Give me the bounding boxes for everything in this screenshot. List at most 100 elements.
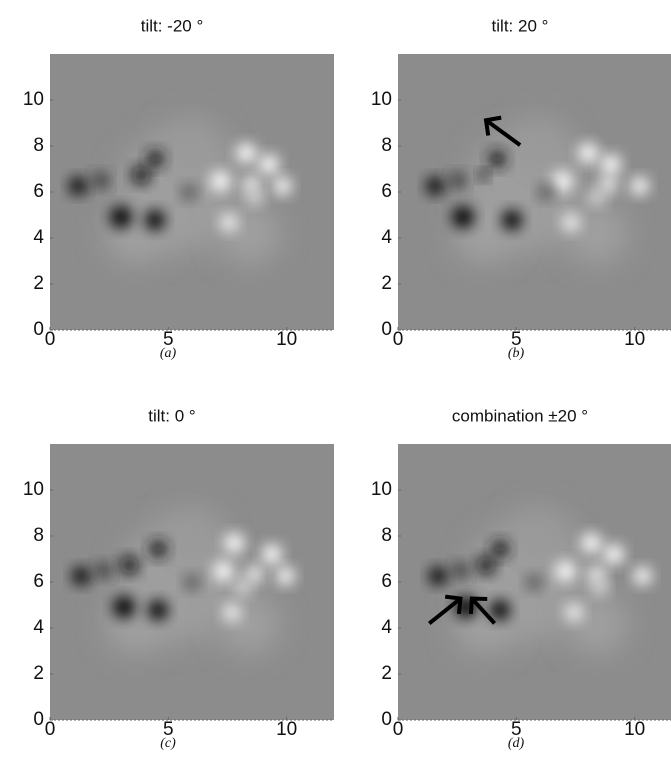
haze (218, 593, 279, 654)
y-tick-label: 0 (33, 319, 44, 340)
haze (218, 203, 279, 264)
blob (630, 177, 649, 195)
blob (69, 177, 88, 195)
blob (633, 567, 652, 585)
blob (110, 206, 132, 229)
blob (120, 556, 139, 575)
blob (600, 154, 621, 175)
blob (578, 143, 599, 164)
arrow (483, 115, 522, 147)
y-tick-label: 10 (371, 89, 392, 110)
y-tick-label: 8 (33, 525, 44, 546)
blob (92, 172, 109, 189)
blob (489, 600, 510, 621)
blob (113, 596, 135, 619)
blob (478, 170, 489, 181)
blob (147, 600, 168, 621)
blob (224, 533, 245, 554)
blob (452, 562, 469, 579)
blob (561, 213, 580, 232)
blob (246, 189, 263, 206)
panel-title: tilt: -20 ° (141, 16, 204, 35)
panel-caption: (d) (508, 736, 525, 751)
blob (588, 189, 605, 206)
haze (510, 507, 570, 568)
y-tick-label: 4 (381, 227, 392, 248)
y-tick-label: 8 (381, 135, 392, 156)
blob (429, 567, 448, 585)
blob (426, 177, 445, 195)
panel-caption: (c) (160, 736, 176, 751)
image-panel: 0 5 10 0 2 4 6 8 10 tilt: -20 ° (a) (23, 16, 334, 361)
blob (210, 171, 231, 192)
blob (181, 184, 197, 201)
y-tick-label: 6 (33, 571, 44, 592)
blob (234, 579, 251, 596)
blob (599, 175, 618, 194)
y-tick-label: 0 (381, 709, 392, 730)
y-tick-label: 10 (23, 89, 44, 110)
y-tick-label: 2 (33, 273, 44, 294)
blob (538, 184, 554, 201)
blob (146, 149, 165, 168)
blob (95, 562, 112, 579)
blob (587, 565, 606, 584)
blob (555, 561, 576, 582)
blob (449, 172, 466, 189)
arrow (468, 596, 497, 625)
y-tick-label: 0 (381, 319, 392, 340)
image-panel: 0 5 10 0 2 4 6 8 10 tilt: 0 ° (c) (23, 406, 334, 751)
blob (261, 544, 282, 565)
blob (581, 533, 602, 554)
panel-title: tilt: 0 ° (148, 406, 195, 425)
blob (276, 567, 295, 585)
y-tick-label: 6 (381, 181, 392, 202)
x-tick-label: 5 (163, 719, 174, 740)
image-content (426, 117, 649, 264)
image-content (72, 507, 295, 654)
blob (564, 603, 583, 622)
blob (72, 567, 91, 585)
blob (526, 574, 542, 591)
x-tick-label: 0 (393, 329, 404, 350)
blob (491, 539, 510, 558)
blob (258, 154, 279, 175)
panel-caption: (a) (160, 346, 177, 361)
x-tick-label: 0 (393, 719, 404, 740)
y-tick-label: 6 (381, 571, 392, 592)
y-tick-label: 2 (33, 663, 44, 684)
panel-caption: (b) (508, 346, 525, 361)
blob (149, 539, 168, 558)
haze (162, 507, 222, 568)
panel-title: tilt: 20 ° (492, 16, 549, 35)
blob (132, 166, 151, 185)
y-tick-label: 4 (381, 617, 392, 638)
x-tick-label: 10 (624, 719, 645, 740)
blob (184, 574, 200, 591)
y-tick-label: 0 (33, 709, 44, 730)
x-tick-label: 10 (276, 719, 297, 740)
haze (566, 593, 627, 654)
haze (566, 203, 627, 264)
panel-title: combination ±20 ° (452, 406, 588, 425)
blob (236, 143, 257, 164)
blob (242, 175, 261, 194)
image-content (69, 117, 292, 264)
blob (222, 603, 241, 622)
x-tick-label: 5 (511, 329, 522, 350)
blob (552, 171, 573, 192)
blob (245, 565, 264, 584)
x-tick-label: 0 (45, 719, 56, 740)
y-tick-label: 2 (381, 663, 392, 684)
y-tick-label: 4 (33, 617, 44, 638)
blob (501, 210, 522, 231)
blob (603, 544, 624, 565)
y-tick-label: 2 (381, 273, 392, 294)
arrow (427, 594, 463, 625)
blob (213, 561, 234, 582)
blob (477, 556, 496, 575)
x-tick-label: 5 (511, 719, 522, 740)
blob (144, 210, 165, 231)
haze (162, 117, 222, 178)
